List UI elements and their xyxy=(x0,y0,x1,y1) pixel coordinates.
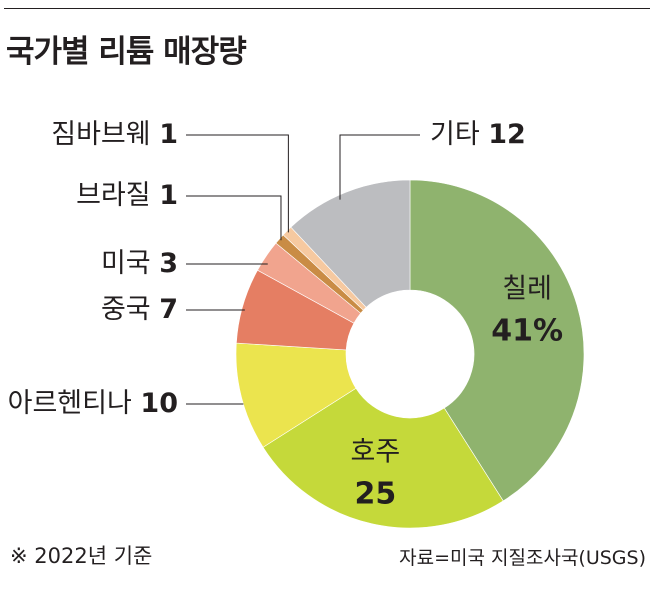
outside-label-6: 짐바브웨 1 xyxy=(51,119,178,150)
leader-lines-group xyxy=(186,134,420,405)
chart-title: 국가별 리튬 매장량 xyxy=(6,34,247,70)
inside-label-name-0: 칠레 xyxy=(502,273,552,304)
inside-label-value-0: 41% xyxy=(491,313,563,348)
outside-label-4: 미국 3 xyxy=(101,248,178,279)
outside-label-value-7: 12 xyxy=(488,119,526,150)
inside-label-name-1: 호주 xyxy=(351,437,401,468)
donut-slice-0 xyxy=(409,179,585,502)
top-rule xyxy=(4,8,650,9)
donut-slice-1 xyxy=(262,387,504,529)
leader-line-5 xyxy=(186,195,282,241)
outside-label-5: 브라질 1 xyxy=(76,180,178,211)
footnote: ※ 2022년 기준 xyxy=(10,544,153,568)
outside-label-name-3: 중국 xyxy=(101,294,159,325)
outside-label-7: 기타 12 xyxy=(430,119,526,150)
outside-label-value-5: 1 xyxy=(159,180,178,211)
outside-label-2: 아르헨티나 10 xyxy=(8,388,178,419)
donut-slice-7 xyxy=(290,179,411,308)
inside-label-value-1: 25 xyxy=(355,477,397,512)
outside-label-3: 중국 7 xyxy=(101,294,178,325)
source-note: 자료=미국 지질조사국(USGS) xyxy=(399,547,646,569)
outside-label-name-5: 브라질 xyxy=(76,180,159,211)
leader-line-6 xyxy=(186,134,289,233)
slices-group xyxy=(235,179,585,529)
outside-label-name-6: 짐바브웨 xyxy=(51,119,159,150)
outside-label-name-4: 미국 xyxy=(101,248,159,279)
outside-label-name-2: 아르헨티나 xyxy=(8,388,141,419)
outside-label-value-6: 1 xyxy=(159,119,178,150)
outside-label-value-3: 7 xyxy=(159,294,178,325)
outside-label-name-7: 기타 xyxy=(430,119,488,150)
outside-label-value-2: 10 xyxy=(140,388,178,419)
outside-label-value-4: 3 xyxy=(159,248,178,279)
leader-line-7 xyxy=(339,134,420,200)
